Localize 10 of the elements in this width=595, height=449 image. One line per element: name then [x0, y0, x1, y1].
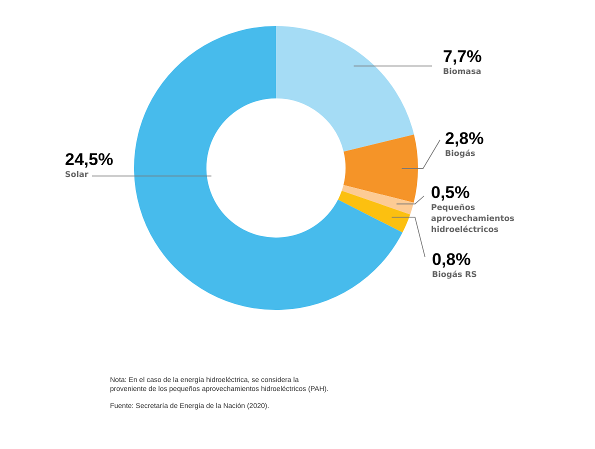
slice-label: Solar [65, 170, 88, 179]
data-label: 24,5% [65, 150, 114, 169]
data-label: 2,8% [445, 129, 484, 148]
data-label: 0,5% [431, 183, 470, 202]
data-label: 0,8% [432, 250, 471, 269]
slice-label: Biomasa [443, 67, 482, 76]
slice-label: Biogás [445, 149, 476, 158]
data-label: 7,7% [443, 47, 482, 66]
slice-label: Pequeños aprovechamientos hidroeléctricos [431, 203, 515, 234]
slice-label: Biogás RS [432, 270, 478, 279]
